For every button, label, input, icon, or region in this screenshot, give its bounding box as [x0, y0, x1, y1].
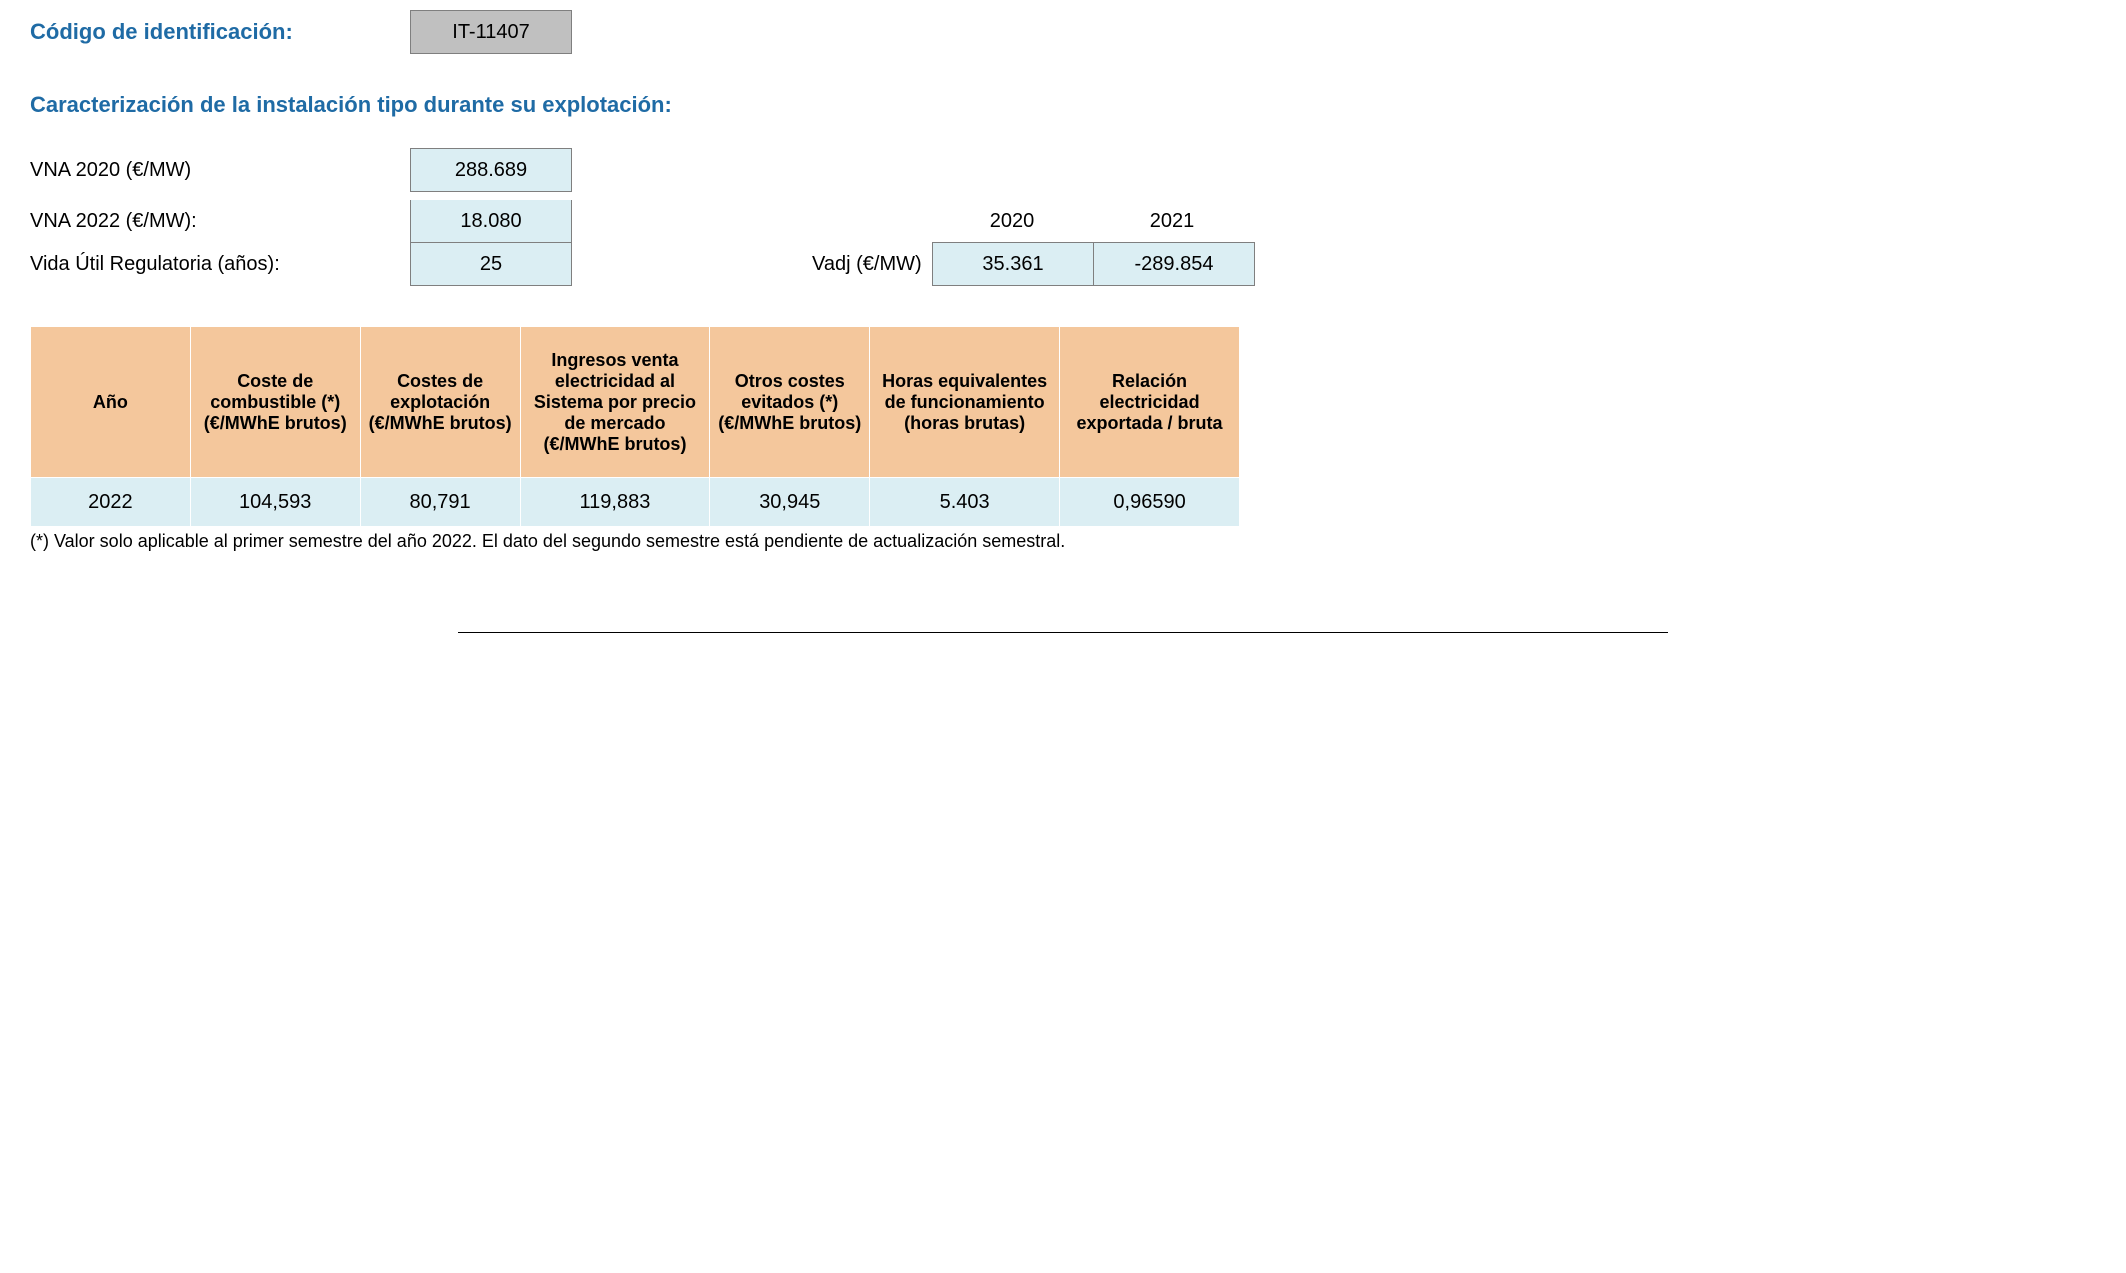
col-horas-equivalentes: Horas equivalentes de funcionamiento (ho… [870, 327, 1060, 478]
cell-coste-combustible: 104,593 [190, 478, 360, 527]
data-table: Año Coste de combustible (*) (€/MWhE bru… [30, 326, 1240, 527]
vna2020-label: VNA 2020 (€/MW) [30, 159, 410, 182]
col-otros-costes: Otros costes evitados (*) (€/MWhE brutos… [710, 327, 870, 478]
vna2022-label: VNA 2022 (€/MW): [30, 210, 410, 233]
footnote: (*) Valor solo aplicable al primer semes… [30, 531, 2096, 552]
col-relacion-electricidad: Relación electricidad exportada / bruta [1060, 327, 1240, 478]
cell-horas-equivalentes: 5.403 [870, 478, 1060, 527]
vadj-label: Vadj (€/MW) [812, 253, 932, 276]
separator-line [458, 632, 1668, 633]
col-ano: Año [31, 327, 191, 478]
col-costes-explotacion: Costes de explotación (€/MWhE brutos) [360, 327, 520, 478]
col-ingresos-venta: Ingresos venta electricidad al Sistema p… [520, 327, 710, 478]
col-coste-combustible: Coste de combustible (*) (€/MWhE brutos) [190, 327, 360, 478]
vida-value: 25 [410, 242, 572, 286]
cell-relacion-electricidad: 0,96590 [1060, 478, 1240, 527]
id-label: Código de identificación: [30, 19, 410, 45]
cell-ano: 2022 [31, 478, 191, 527]
cell-ingresos-venta: 119,883 [520, 478, 710, 527]
vadj-year1-label: 2020 [932, 210, 1092, 233]
id-value-box: IT-11407 [410, 10, 572, 54]
vadj-year2-label: 2021 [1092, 210, 1252, 233]
cell-otros-costes: 30,945 [710, 478, 870, 527]
cell-costes-explotacion: 80,791 [360, 478, 520, 527]
section-title: Caracterización de la instalación tipo d… [30, 92, 2096, 118]
vna2020-value: 288.689 [410, 148, 572, 192]
table-row: 2022 104,593 80,791 119,883 30,945 5.403… [31, 478, 1240, 527]
vna2022-value: 18.080 [410, 200, 572, 242]
vadj-value-2020: 35.361 [932, 242, 1094, 286]
vida-label: Vida Útil Regulatoria (años): [30, 253, 410, 276]
table-header-row: Año Coste de combustible (*) (€/MWhE bru… [31, 327, 1240, 478]
vadj-value-2021: -289.854 [1094, 242, 1255, 286]
